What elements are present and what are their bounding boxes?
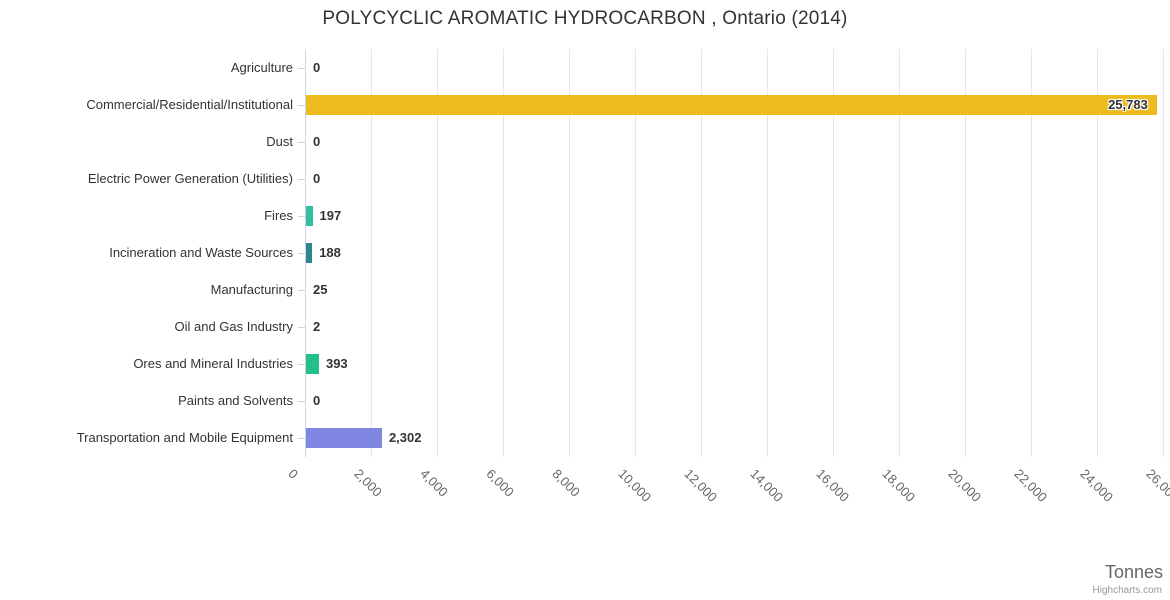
y-axis-tick bbox=[298, 105, 305, 106]
gridline bbox=[371, 49, 372, 457]
category-label: Transportation and Mobile Equipment bbox=[76, 430, 293, 445]
value-label: 197 bbox=[319, 208, 342, 223]
x-axis-tick-label: 2,000 bbox=[351, 466, 386, 500]
y-axis-tick bbox=[298, 179, 305, 180]
bar[interactable] bbox=[306, 354, 319, 374]
x-axis-tick-label: 18,000 bbox=[879, 466, 919, 505]
gridline bbox=[635, 49, 636, 457]
gridline bbox=[1031, 49, 1032, 457]
category-label: Fires bbox=[264, 208, 293, 223]
highcharts-credit[interactable]: Highcharts.com bbox=[1092, 585, 1162, 596]
x-axis-tick-label: 0 bbox=[285, 466, 302, 482]
value-label: 0 bbox=[313, 60, 321, 75]
category-label: Agriculture bbox=[230, 60, 293, 75]
bar[interactable] bbox=[306, 206, 313, 226]
y-axis-tick bbox=[298, 290, 305, 291]
category-label: Manufacturing bbox=[210, 282, 293, 297]
bar[interactable] bbox=[306, 95, 1157, 115]
gridline bbox=[899, 49, 900, 457]
y-axis-tick bbox=[298, 438, 305, 439]
x-axis-tick-label: 16,000 bbox=[813, 466, 853, 505]
y-axis-tick bbox=[298, 401, 305, 402]
category-label: Commercial/Residential/Institutional bbox=[86, 97, 293, 112]
category-label: Incineration and Waste Sources bbox=[109, 245, 293, 260]
x-axis-tick-label: 14,000 bbox=[747, 466, 787, 505]
x-axis-tick-label: 4,000 bbox=[417, 466, 452, 500]
category-label: Electric Power Generation (Utilities) bbox=[87, 171, 293, 186]
x-axis-tick-label: 26,000 bbox=[1143, 466, 1170, 505]
bar[interactable] bbox=[306, 428, 382, 448]
value-label: 2 bbox=[313, 319, 321, 334]
bar[interactable] bbox=[306, 243, 313, 263]
x-axis-tick-label: 8,000 bbox=[549, 466, 584, 500]
y-axis-tick bbox=[298, 327, 305, 328]
gridline bbox=[833, 49, 834, 457]
value-label: 0 bbox=[313, 171, 321, 186]
gridline bbox=[701, 49, 702, 457]
y-axis-tick bbox=[298, 253, 305, 254]
category-label: Oil and Gas Industry bbox=[174, 319, 294, 334]
y-axis-tick bbox=[298, 216, 305, 217]
gridline bbox=[1163, 49, 1164, 457]
gridline bbox=[1097, 49, 1098, 457]
x-axis-tick-label: 10,000 bbox=[615, 466, 655, 505]
chart-title: POLYCYCLIC AROMATIC HYDROCARBON , Ontari… bbox=[322, 8, 848, 29]
value-label: 25 bbox=[313, 282, 328, 297]
value-label: 0 bbox=[313, 393, 321, 408]
y-axis-tick bbox=[298, 142, 305, 143]
x-axis-tick-label: 20,000 bbox=[945, 466, 985, 505]
value-label: 25,783 bbox=[1108, 97, 1148, 112]
plot-area bbox=[305, 49, 1164, 457]
value-label: 0 bbox=[313, 134, 321, 149]
gridline bbox=[569, 49, 570, 457]
x-axis-tick-label: 12,000 bbox=[681, 466, 721, 505]
category-label: Paints and Solvents bbox=[178, 393, 293, 408]
x-axis-tick-label: 22,000 bbox=[1011, 466, 1051, 505]
gridline bbox=[965, 49, 966, 457]
gridline bbox=[503, 49, 504, 457]
category-label: Dust bbox=[266, 134, 293, 149]
x-axis-tick-label: 24,000 bbox=[1077, 466, 1117, 505]
category-label: Ores and Mineral Industries bbox=[133, 356, 293, 371]
gridline bbox=[767, 49, 768, 457]
y-axis-tick bbox=[298, 364, 305, 365]
x-axis-title: Tonnes bbox=[1104, 562, 1163, 582]
x-axis-tick-label: 6,000 bbox=[483, 466, 518, 500]
gridline bbox=[437, 49, 438, 457]
value-label: 2,302 bbox=[388, 430, 422, 445]
y-axis-tick bbox=[298, 68, 305, 69]
value-label: 393 bbox=[325, 356, 348, 371]
value-label: 188 bbox=[319, 245, 341, 260]
